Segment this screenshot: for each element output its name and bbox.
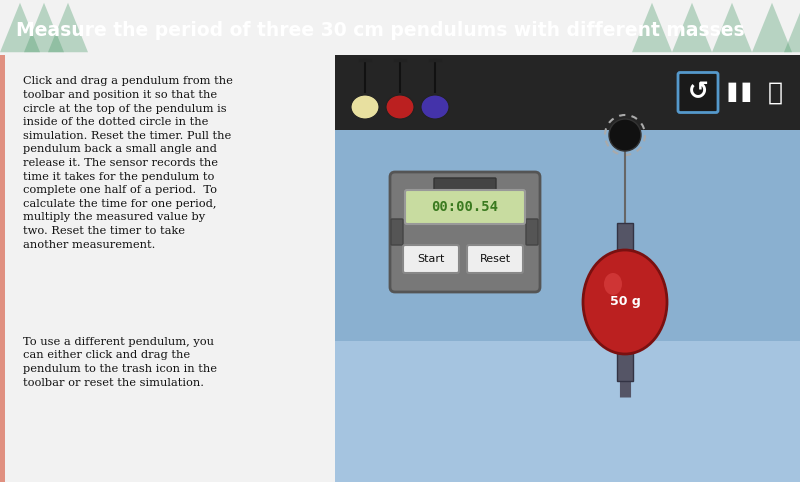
Polygon shape xyxy=(0,3,40,52)
Circle shape xyxy=(609,119,641,151)
Text: ▐▐: ▐▐ xyxy=(720,83,750,102)
Bar xyxy=(617,223,633,251)
Polygon shape xyxy=(48,3,88,52)
FancyBboxPatch shape xyxy=(467,245,523,273)
Text: To use a different pendulum, you
can either click and drag the
pendulum to the t: To use a different pendulum, you can eit… xyxy=(23,337,218,388)
Bar xyxy=(617,353,633,381)
Text: 50 g: 50 g xyxy=(610,295,640,308)
FancyBboxPatch shape xyxy=(434,178,496,190)
FancyBboxPatch shape xyxy=(526,219,538,245)
Bar xyxy=(335,55,800,130)
Text: ⤢: ⤢ xyxy=(767,80,782,105)
Polygon shape xyxy=(752,3,792,52)
Text: Measure the period of three 30 cm pendulums with different masses: Measure the period of three 30 cm pendul… xyxy=(16,21,745,40)
Ellipse shape xyxy=(421,95,449,119)
Text: Reset: Reset xyxy=(479,254,510,264)
Polygon shape xyxy=(712,3,752,52)
Polygon shape xyxy=(672,3,712,52)
Polygon shape xyxy=(784,3,800,52)
Bar xyxy=(0,55,5,482)
Text: Start: Start xyxy=(418,254,445,264)
Polygon shape xyxy=(24,3,64,52)
Ellipse shape xyxy=(351,95,379,119)
Text: Click and drag a pendulum from the
toolbar and position it so that the
circle at: Click and drag a pendulum from the toolb… xyxy=(23,76,234,250)
Ellipse shape xyxy=(583,250,667,354)
Ellipse shape xyxy=(386,95,414,119)
FancyBboxPatch shape xyxy=(391,219,403,245)
Ellipse shape xyxy=(604,273,622,295)
Text: 00:00.54: 00:00.54 xyxy=(431,200,498,214)
Text: ↺: ↺ xyxy=(687,80,709,105)
FancyBboxPatch shape xyxy=(405,190,525,224)
Bar xyxy=(335,130,800,482)
Bar xyxy=(335,341,800,482)
Polygon shape xyxy=(632,3,672,52)
FancyBboxPatch shape xyxy=(678,72,718,112)
FancyBboxPatch shape xyxy=(390,172,540,292)
FancyBboxPatch shape xyxy=(403,245,459,273)
